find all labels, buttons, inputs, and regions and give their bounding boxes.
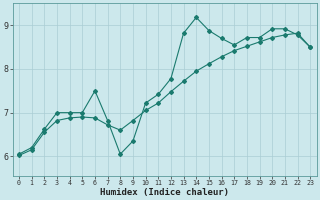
X-axis label: Humidex (Indice chaleur): Humidex (Indice chaleur) bbox=[100, 188, 229, 197]
